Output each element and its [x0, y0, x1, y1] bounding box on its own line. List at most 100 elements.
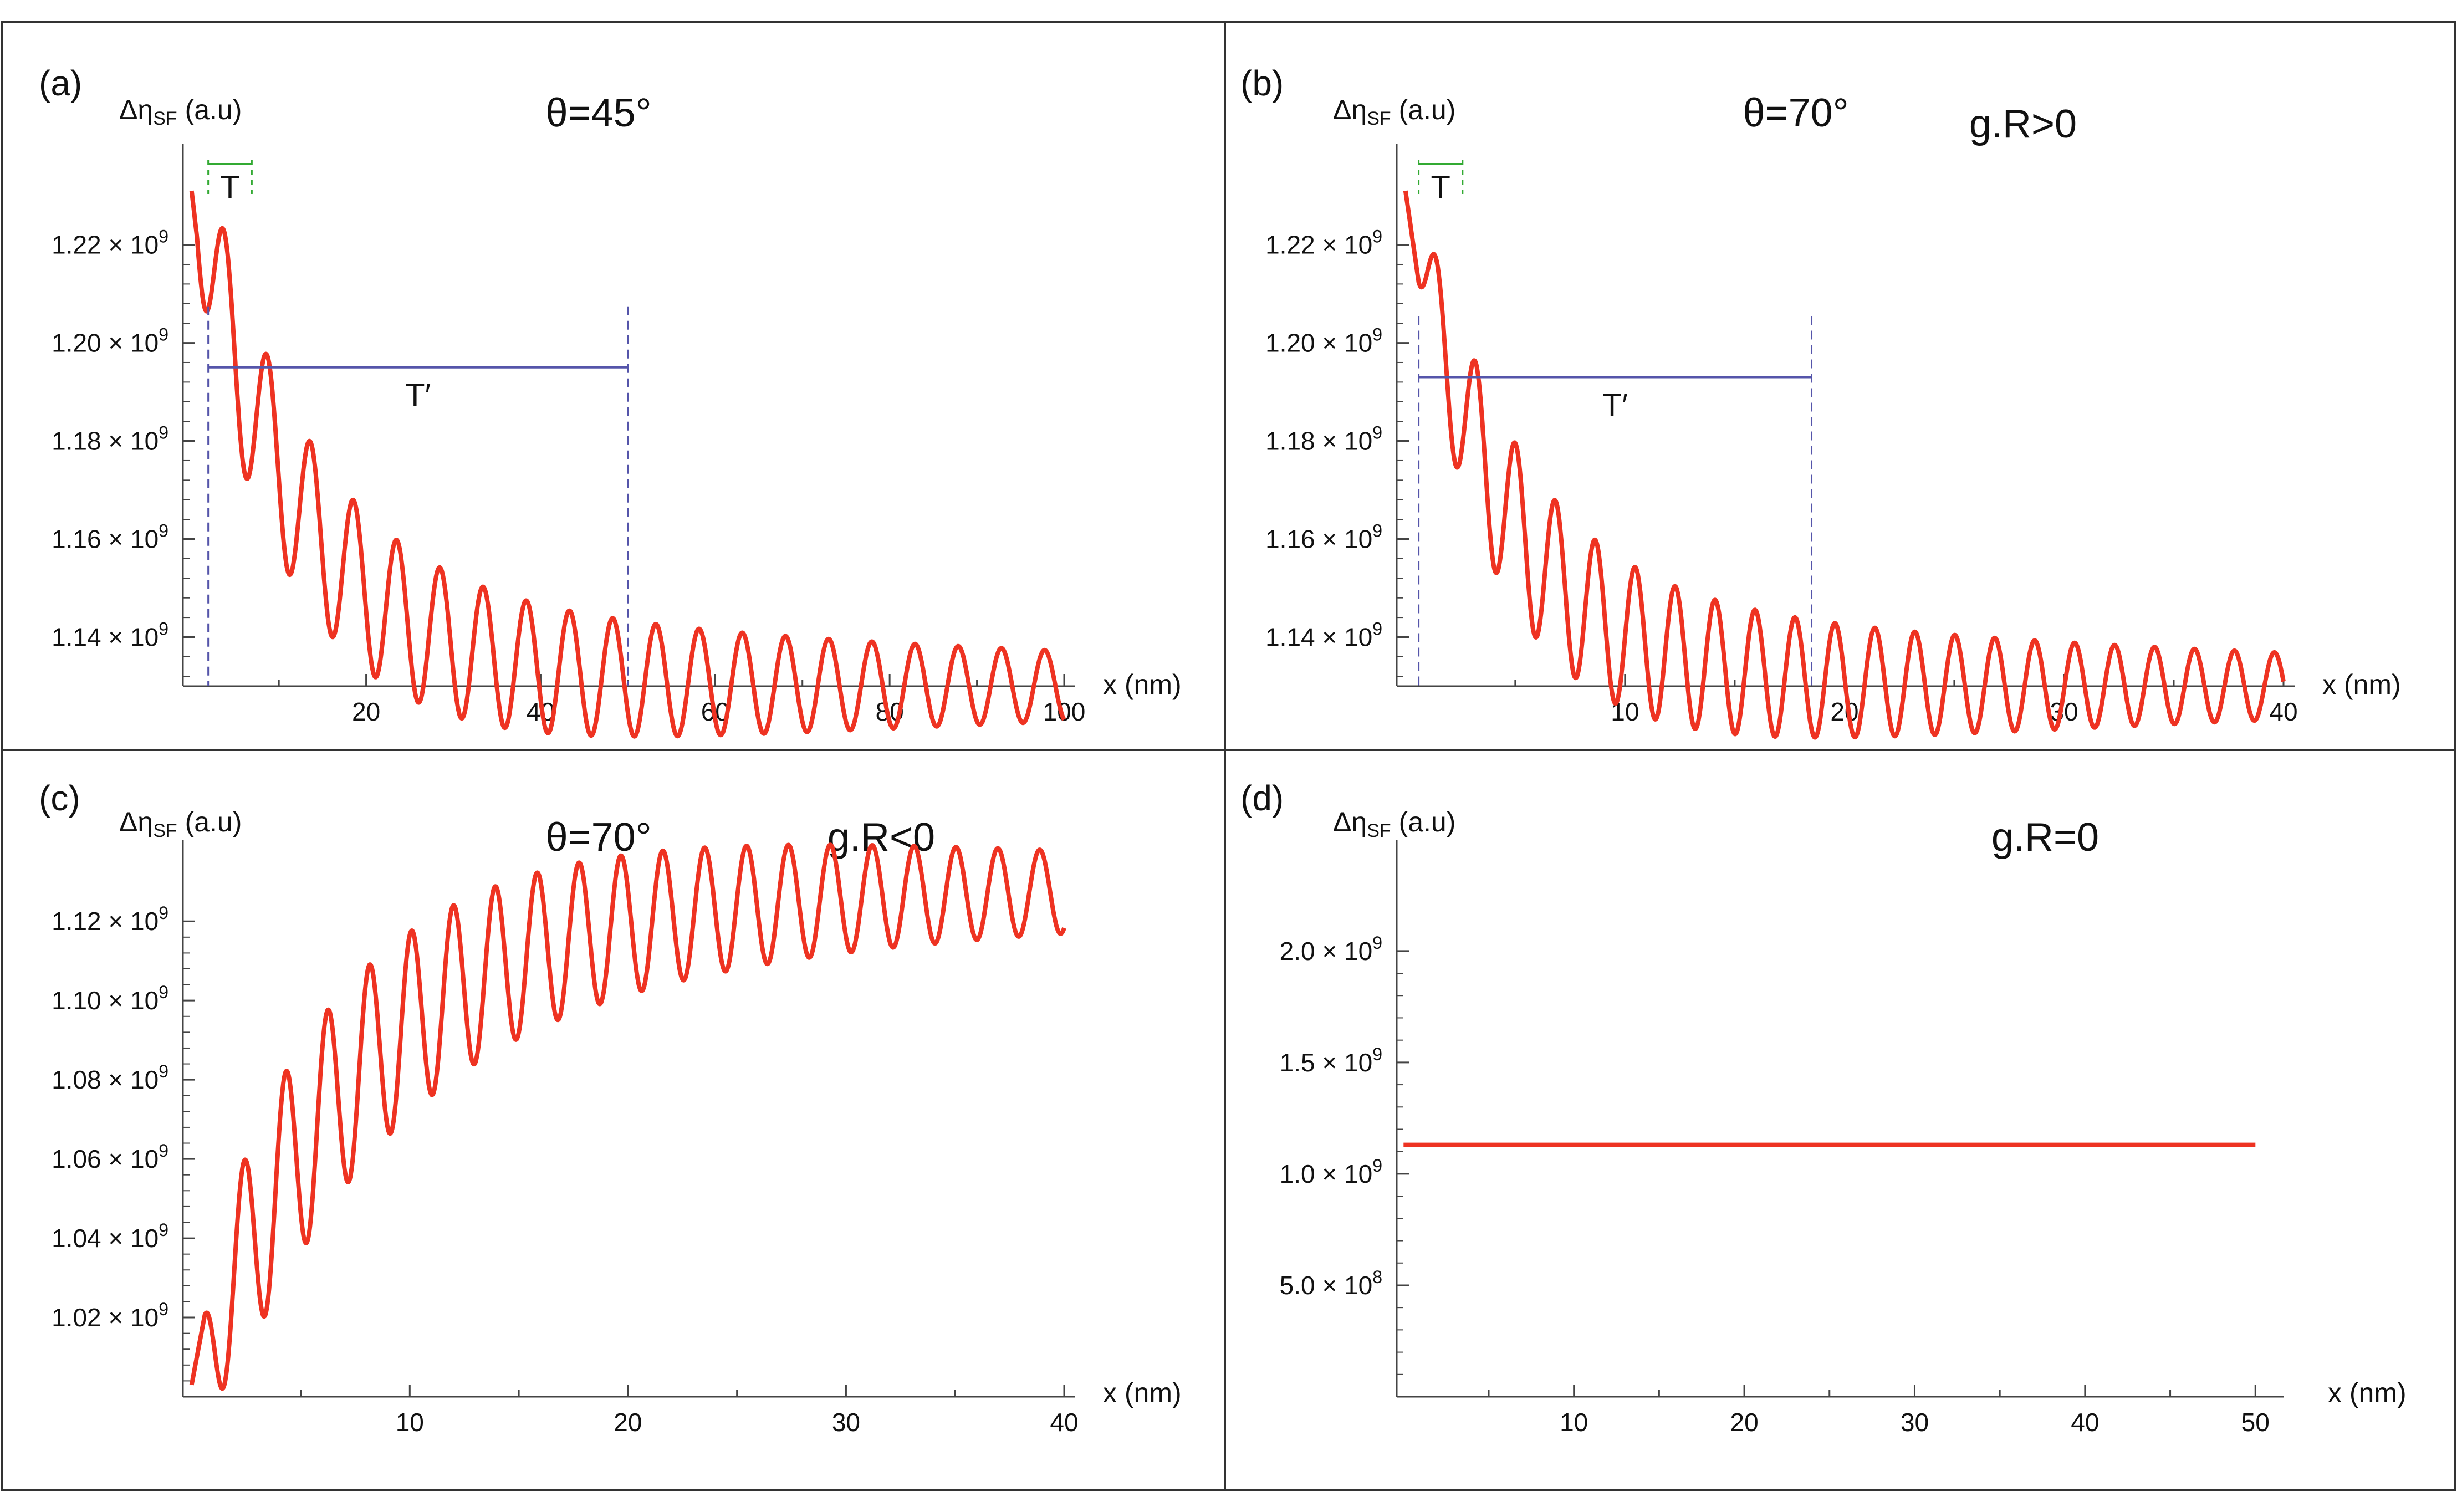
y-tick-label: 1.04 × 109	[52, 1220, 168, 1253]
y-tick-exponent: 9	[1372, 521, 1382, 541]
period-Tprime-label: T′	[1602, 387, 1628, 423]
y-tick-exponent: 9	[159, 521, 168, 541]
x-tick-label: 20	[614, 1408, 642, 1437]
y-axis-label-unit: (a.u)	[1391, 806, 1456, 837]
theta-label: θ=70°	[1743, 91, 1849, 135]
condition-label: g.R>0	[1969, 102, 2077, 146]
x-axis-label: x (nm)	[1103, 669, 1182, 700]
x-tick-label: 30	[832, 1408, 860, 1437]
panel-label: (c)	[39, 778, 80, 818]
data-curve	[189, 842, 1066, 1391]
y-tick-label: 1.14 × 109	[1265, 619, 1382, 652]
x-tick-label: 20	[1830, 697, 1858, 726]
y-tick-mantissa: 1.02 × 10	[52, 1303, 159, 1332]
y-tick-label: 1.5 × 109	[1280, 1044, 1382, 1077]
x-tick-label: 10	[1560, 1408, 1588, 1437]
y-axis-label-unit: (a.u)	[177, 94, 242, 125]
y-tick-exponent: 9	[159, 903, 168, 923]
panel-label: (b)	[1240, 63, 1284, 103]
y-tick-exponent: 9	[1372, 325, 1382, 345]
y-tick-exponent: 9	[159, 423, 168, 443]
y-tick-mantissa: 1.22 × 10	[1265, 231, 1372, 259]
panel-label: (d)	[1240, 778, 1284, 818]
y-tick-mantissa: 2.0 × 10	[1280, 937, 1373, 966]
y-tick-mantissa: 1.5 × 10	[1280, 1048, 1373, 1077]
condition-label: g.R=0	[1991, 815, 2099, 860]
y-axis-label: ΔηSF (a.u)	[1333, 94, 1455, 129]
x-tick-label: 50	[2241, 1408, 2270, 1437]
y-tick-mantissa: 1.18 × 10	[52, 427, 159, 456]
y-tick-exponent: 9	[159, 982, 168, 1002]
figure-frame	[1, 21, 2456, 1491]
x-tick-label: 30	[1901, 1408, 1929, 1437]
y-tick-exponent: 9	[159, 619, 168, 639]
y-tick-exponent: 9	[159, 227, 168, 247]
y-tick-label: 1.06 × 109	[52, 1141, 168, 1173]
y-tick-label: 1.18 × 109	[52, 423, 168, 456]
x-axis-label: x (nm)	[2328, 1377, 2407, 1408]
y-tick-label: 1.20 × 109	[52, 325, 168, 357]
y-tick-mantissa: 1.06 × 10	[52, 1145, 159, 1173]
y-tick-mantissa: 1.20 × 10	[52, 329, 159, 357]
outer-border	[1, 21, 2456, 1491]
y-tick-label: 1.0 × 109	[1280, 1156, 1382, 1188]
y-tick-mantissa: 1.0 × 10	[1280, 1159, 1373, 1188]
y-axis-label: ΔηSF (a.u)	[1333, 806, 1455, 841]
x-tick-label: 20	[1730, 1408, 1758, 1437]
y-tick-label: 1.16 × 109	[52, 521, 168, 554]
y-tick-exponent: 9	[1372, 227, 1382, 247]
data-curve	[189, 190, 1066, 739]
y-tick-mantissa: 1.14 × 10	[1265, 623, 1372, 652]
y-tick-exponent: 9	[1372, 619, 1382, 639]
y-axis-label-unit: (a.u)	[1391, 94, 1456, 125]
panel-b: (b)ΔηSF (a.u) θ=70° g.R>010 20 30 401.14 × 10…	[1240, 63, 2401, 740]
theta-label: θ=45°	[546, 91, 652, 135]
y-axis-label-sub: SF	[1367, 820, 1391, 841]
x-axis-label: x (nm)	[2322, 669, 2401, 700]
y-tick-mantissa: 1.16 × 10	[52, 525, 159, 554]
y-tick-label: 5.0 × 108	[1280, 1267, 1382, 1300]
y-tick-label: 1.20 × 109	[1265, 325, 1382, 357]
panel-label: (a)	[39, 63, 82, 103]
y-tick-label: 2.0 × 109	[1280, 933, 1382, 966]
y-tick-label: 1.16 × 109	[1265, 521, 1382, 554]
y-tick-label: 1.22 × 109	[52, 227, 168, 259]
y-axis-label: ΔηSF (a.u)	[119, 94, 242, 129]
y-tick-mantissa: 1.08 × 10	[52, 1065, 159, 1094]
y-tick-exponent: 9	[1372, 933, 1382, 953]
y-tick-mantissa: 1.18 × 10	[1265, 427, 1372, 456]
y-axis-label-sub: SF	[153, 820, 177, 841]
y-axis-label-main: Δη	[119, 806, 153, 837]
x-tick-label: 40	[1050, 1408, 1078, 1437]
panel-d: (d) ΔηSF (a.u) g.R=0 10 20 30 40 50 5.0 × 108 1.0…	[1240, 778, 2407, 1437]
y-tick-label: 1.08 × 109	[52, 1061, 168, 1094]
y-tick-mantissa: 1.12 × 10	[52, 907, 159, 936]
y-tick-exponent: 9	[159, 1061, 168, 1081]
x-tick-label: 10	[396, 1408, 424, 1437]
y-tick-exponent: 9	[159, 1220, 168, 1240]
y-tick-mantissa: 1.14 × 10	[52, 623, 159, 652]
y-tick-exponent: 9	[1372, 1156, 1382, 1176]
y-tick-exponent: 9	[1372, 423, 1382, 443]
y-axis-label: ΔηSF (a.u)	[119, 806, 242, 841]
y-axis-label-main: Δη	[1333, 94, 1367, 125]
data-curve	[1403, 190, 2286, 740]
y-tick-exponent: 8	[1372, 1267, 1382, 1287]
y-tick-label: 1.10 × 109	[52, 982, 168, 1015]
y-tick-exponent: 9	[159, 1299, 168, 1319]
x-tick-label: 20	[352, 697, 380, 726]
period-T-label: T	[220, 170, 239, 206]
x-axis-label: x (nm)	[1103, 1377, 1182, 1408]
y-tick-label: 1.22 × 109	[1265, 227, 1382, 259]
x-tick-label: 100	[1043, 697, 1086, 726]
y-tick-exponent: 9	[159, 325, 168, 345]
y-axis-label-main: Δη	[1333, 806, 1367, 837]
y-tick-mantissa: 1.20 × 10	[1265, 329, 1372, 357]
y-tick-mantissa: 1.22 × 10	[52, 231, 159, 259]
period-Tprime-label: T′	[405, 377, 431, 413]
x-tick-label: 40	[2071, 1408, 2099, 1437]
theta-label: θ=70°	[546, 815, 652, 860]
y-tick-label: 1.12 × 109	[52, 903, 168, 936]
